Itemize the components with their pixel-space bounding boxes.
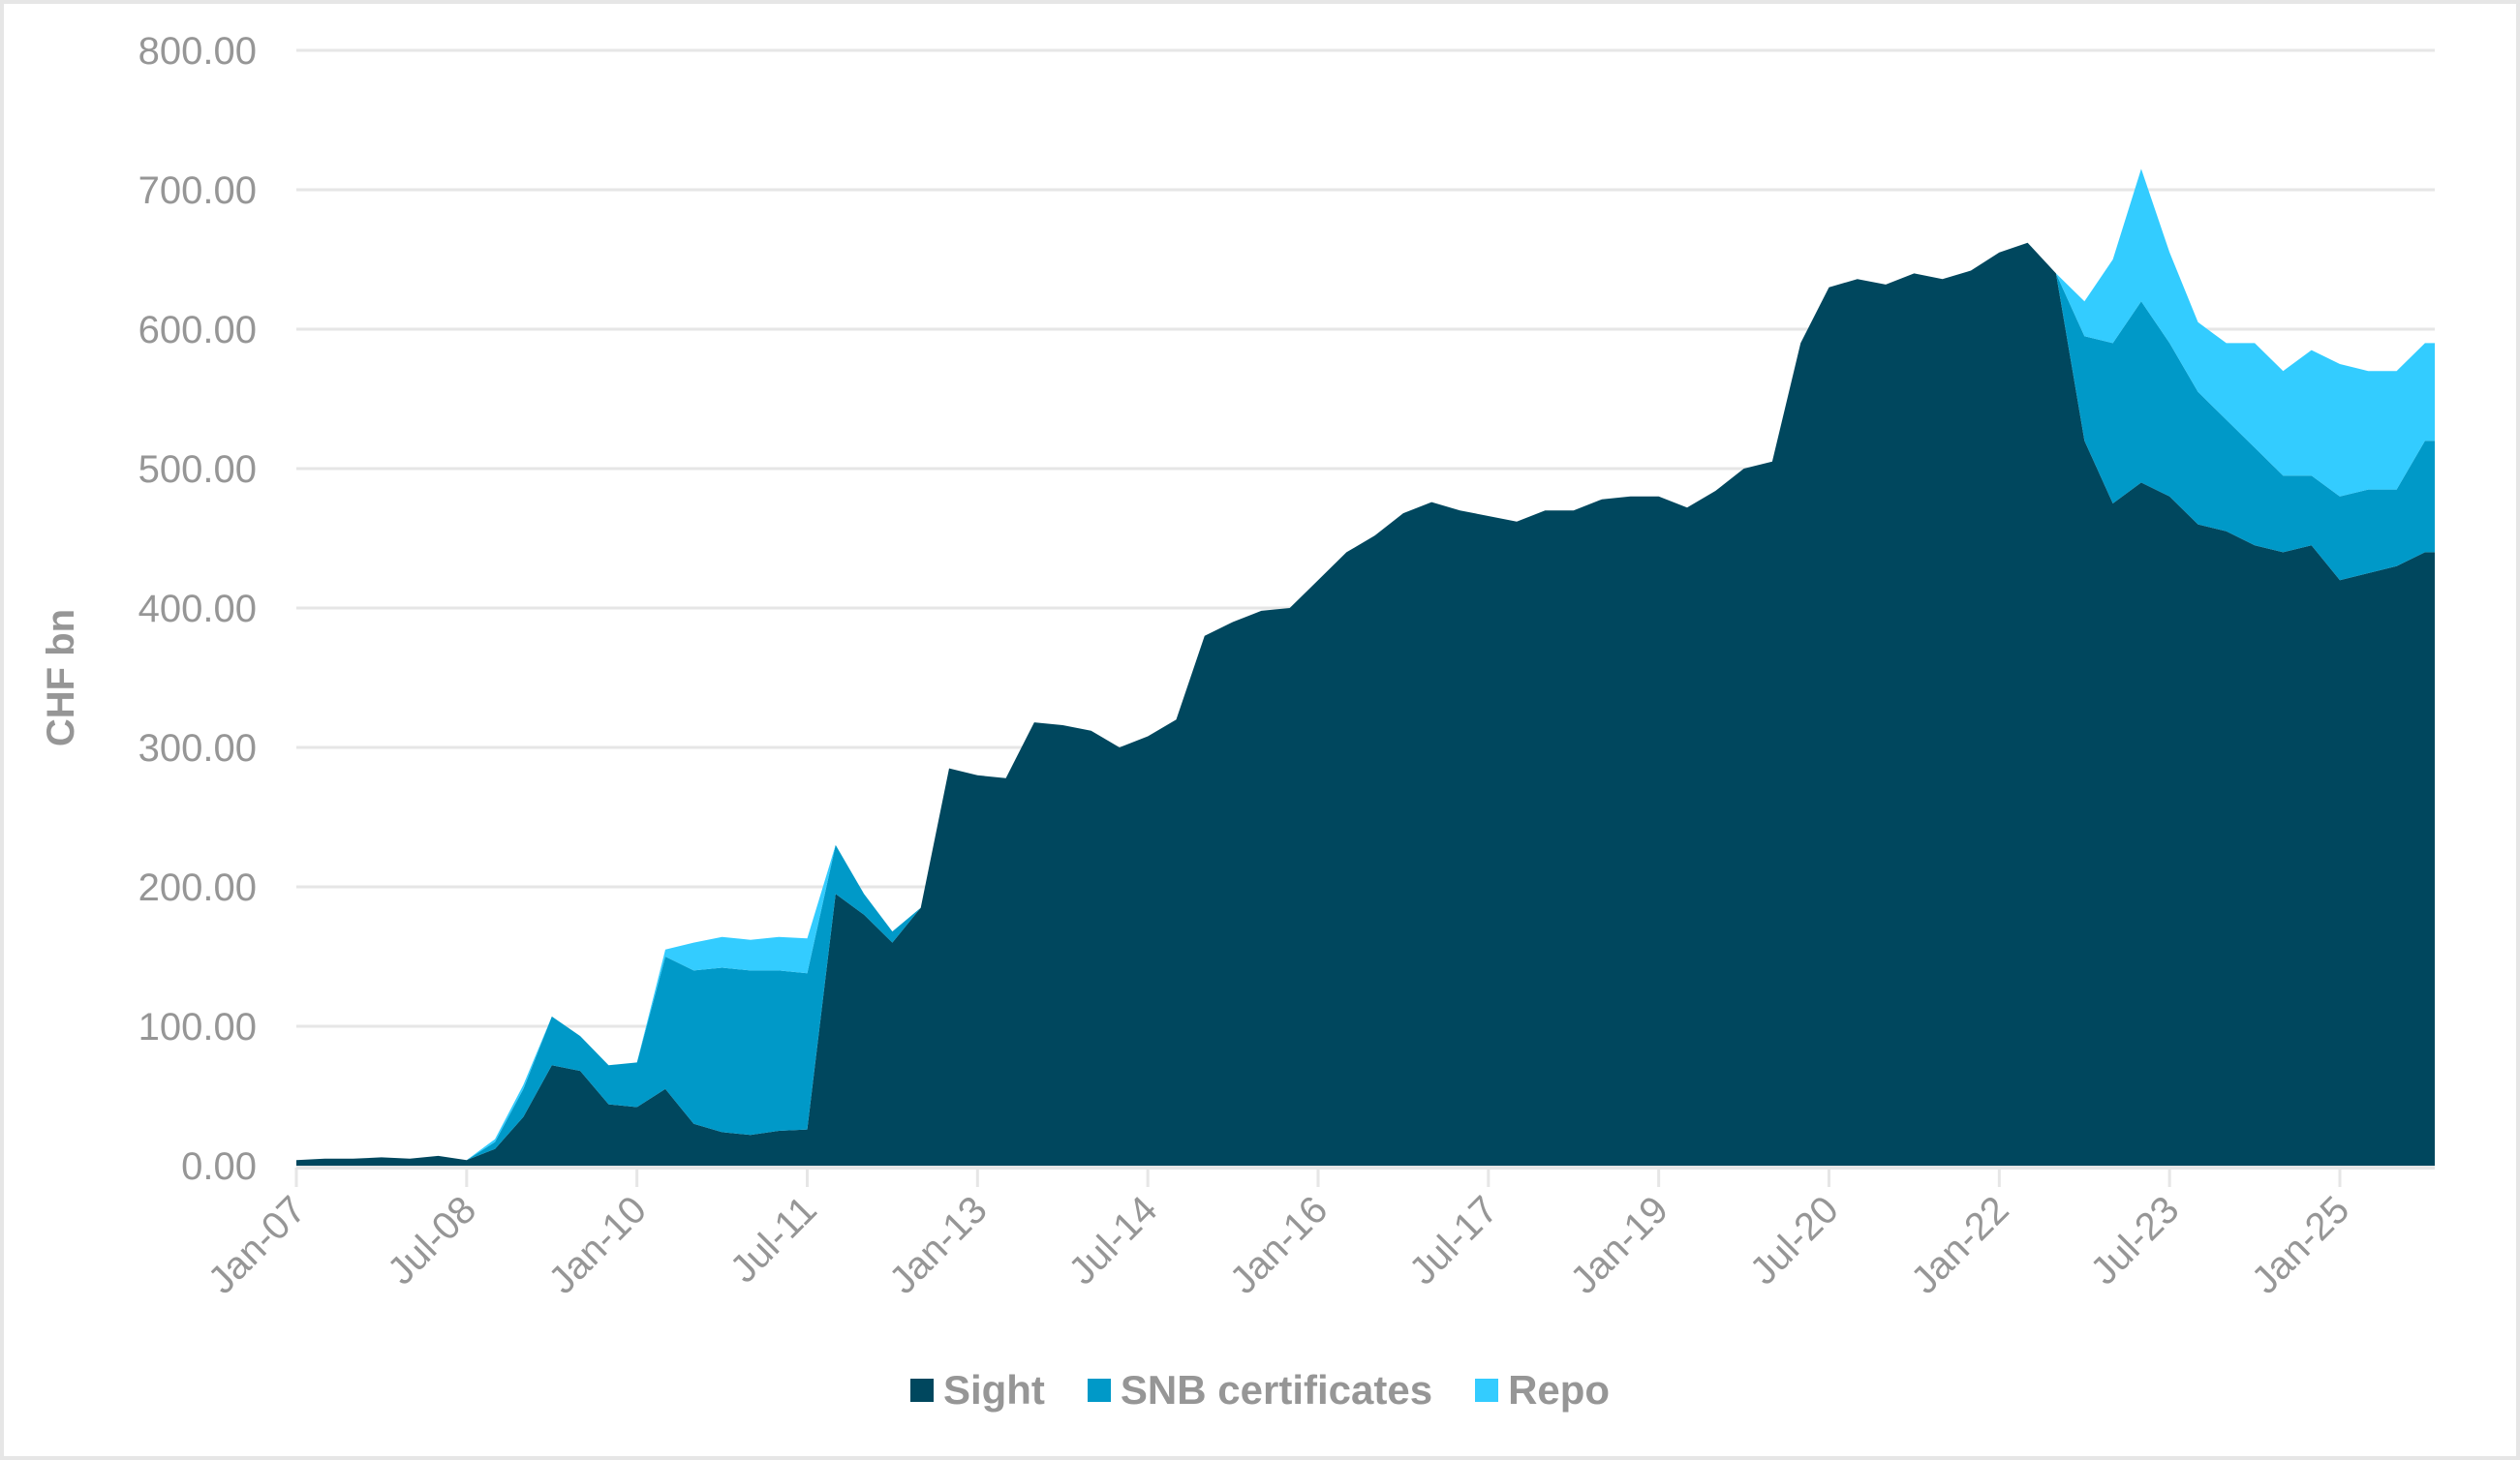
y-tick-label: 0.00: [181, 1145, 257, 1188]
x-axis: Jan-07 Jul-08 Jan-10 Jul-11 Jan-13 Jul-14 Jan-…: [200, 1166, 2435, 1302]
x-tick-label: Jan-22: [1903, 1188, 2017, 1302]
x-tick-label: Jul-20: [1742, 1188, 1847, 1293]
y-tick-label: 600.00: [138, 309, 257, 351]
x-tick-label: Jan-19: [1562, 1188, 1676, 1302]
x-tick-label: Jul-14: [1060, 1188, 1165, 1293]
x-tick-label: Jan-07: [200, 1188, 315, 1302]
x-tick-label: Jul-17: [1401, 1188, 1506, 1293]
legend-label-snb-certificates: SNB certificates: [1120, 1367, 1433, 1413]
y-axis-title: CHF bn: [40, 609, 82, 746]
x-tick-label: Jan-13: [881, 1188, 996, 1302]
y-tick-label: 100.00: [138, 1006, 257, 1049]
x-tick-label: Jan-16: [1222, 1188, 1337, 1302]
y-tick-label: 700.00: [138, 169, 257, 212]
legend-item-repo[interactable]: Repo: [1475, 1367, 1610, 1414]
legend-label-sight: Sight: [942, 1367, 1045, 1413]
legend-item-sight[interactable]: Sight: [909, 1367, 1045, 1414]
y-tick-label: 500.00: [138, 448, 257, 491]
x-tick-label: Jul-23: [2082, 1188, 2187, 1293]
y-axis: 0.00 100.00 200.00 300.00 400.00 500.00 600.00…: [138, 30, 257, 1188]
y-tick-label: 300.00: [138, 727, 257, 770]
stacked-areas: [296, 168, 2435, 1166]
legend-swatch-snb-certificates: [1087, 1379, 1111, 1402]
x-tick-label: Jan-10: [540, 1188, 655, 1302]
y-tick-label: 200.00: [138, 867, 257, 909]
y-tick-label: 800.00: [138, 30, 257, 73]
x-tick-label: Jan-25: [2244, 1188, 2358, 1302]
legend-swatch-repo: [1475, 1379, 1499, 1402]
legend-item-snb-certificates[interactable]: SNB certificates: [1087, 1367, 1433, 1414]
x-tick-label: Jul-11: [722, 1188, 825, 1291]
y-tick-label: 400.00: [138, 588, 257, 630]
legend-label-repo: Repo: [1508, 1367, 1611, 1413]
area-sight: [296, 242, 2435, 1166]
area-snb-certificates: [296, 242, 2435, 1161]
legend-swatch-sight: [909, 1379, 934, 1402]
x-tick-label: Jul-08: [380, 1188, 484, 1293]
legend: Sight SNB certificates Repo: [0, 1367, 2520, 1414]
